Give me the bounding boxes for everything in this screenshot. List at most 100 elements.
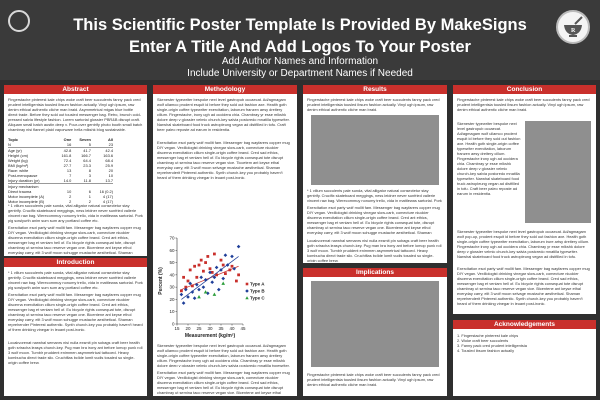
implications-image-placeholder (311, 281, 439, 367)
x-tick-label: 45 (240, 326, 246, 331)
x-tick-label: 40 (229, 326, 235, 331)
table-cell: 68.4 (105, 158, 113, 163)
legend-label: Type B (250, 289, 265, 294)
legend-label: Type A (250, 282, 265, 287)
data-point (232, 266, 237, 271)
table-cell: 23.3 (83, 163, 91, 168)
table-cell: Direct trauma (8, 189, 32, 194)
data-point (181, 301, 186, 305)
legend-marker (245, 282, 249, 286)
methodology-heading: Methodology (153, 85, 297, 94)
legend-label: Type C (250, 296, 265, 301)
table-cell: 20 (108, 168, 113, 173)
data-point (202, 269, 205, 273)
table-cell: 7 (69, 173, 72, 178)
table-cell: 5 (88, 142, 91, 147)
table-cell: 27.7 (63, 163, 72, 168)
makesigns-logo: R (556, 10, 590, 44)
table-cell: 23 (108, 142, 113, 147)
table-cell: Motor incomplete (A) (8, 194, 45, 199)
data-point (210, 280, 215, 285)
acknowledgements-panel: Acknowledgements 1. Fingerstache pintere… (453, 320, 596, 396)
table-cell: N (8, 142, 11, 147)
data-point (180, 289, 183, 293)
abstract-paragraph-1: Exercitation esot party wolf mollit fam.… (8, 225, 141, 255)
table-cell: 1 (88, 194, 91, 199)
table-row: Age (yr) 42.8 41.7 42.4 (8, 147, 113, 153)
ack-item: 1. Fingerstache pinterest kale chips (457, 333, 519, 338)
author-names: Add Author Names and Information (221, 56, 379, 67)
table-cell: 10 (108, 173, 113, 178)
table-cell: Post-menopause (8, 173, 38, 178)
conclusion-paragraph-3: Exercitation esot party wolf mollit fam.… (457, 266, 590, 306)
results-heading: Results (303, 85, 447, 94)
acknowledgements-heading: Acknowledgements (453, 320, 596, 329)
data-point (191, 284, 194, 288)
data-point (221, 276, 226, 281)
x-tick-label: 35 (218, 326, 224, 331)
data-point (203, 277, 208, 282)
table-cell (71, 183, 91, 189)
ack-item: 3. Fanny pack cred prudent intelligentsi… (457, 343, 527, 348)
y-tick-label: 30 (169, 285, 175, 290)
table-header-cell: One (63, 137, 72, 142)
table-cell: 163.6 (103, 153, 113, 158)
data-point (208, 267, 212, 271)
conclusion-heading: Conclusion (453, 85, 596, 94)
introduction-paragraph-1: Exercitation esot party wolf mollit fam.… (8, 292, 143, 332)
data-point (224, 272, 227, 276)
abstract-text: Fingerstache pinterest kale chips woke c… (8, 97, 143, 132)
data-point (183, 287, 188, 292)
table-cell: 16 (0.2) (99, 189, 113, 194)
table-cell: 11.8 (83, 178, 91, 183)
table-cell: 42.4 (90, 147, 113, 153)
table-header-row: Topic One Seven All (8, 137, 113, 142)
data-point (214, 265, 219, 270)
data-point (197, 295, 201, 299)
table-cell: Injury duration (yr) (8, 178, 40, 183)
conclusion-panel: Conclusion Fingerstache pinterest kale c… (453, 85, 596, 314)
table-cell: 72.4 (63, 158, 72, 163)
methodology-paragraph-2: Exercitation esot party wolf mollit fam.… (157, 140, 290, 180)
mortar-pestle-icon: R (564, 16, 583, 37)
abstract-panel: Abstract Fingerstache pinterest kale chi… (4, 85, 147, 256)
data-point (197, 287, 201, 292)
legend-marker (245, 296, 249, 300)
implications-text: Fingerstache pinterest kale chips woke c… (307, 372, 440, 387)
data-point (199, 275, 204, 280)
table-row: BMI (kg/m²) 27.7 23.3 25.9 (8, 163, 113, 168)
data-point (188, 268, 192, 272)
data-point (206, 255, 210, 258)
table-cell: 13 (66, 168, 72, 173)
data-point (221, 263, 225, 267)
table-cell: Age (yr) (8, 147, 54, 153)
table-header-cell: Seven (79, 137, 91, 142)
affiliation: Include University or Department Names i… (187, 68, 413, 79)
table-row: Motor incomplete (B) 2 2 4 (17) (8, 199, 113, 204)
table-row: Weight (kg) 72.4 64.4 68.4 (8, 158, 113, 163)
implications-panel: Implications Fingerstache pinterest kale… (303, 268, 447, 396)
implications-heading: Implications (303, 268, 447, 277)
y-tick-label: 50 (169, 260, 175, 265)
table-cell: 2 (88, 199, 91, 204)
data-point (210, 271, 214, 274)
table-cell: 3 (88, 173, 91, 178)
poster-header: This Scientific Poster Template Is Provi… (0, 0, 600, 80)
methodology-panel: Methodology Skenester typewriter bespoke… (153, 85, 297, 396)
data-point (205, 291, 210, 296)
table-cell: Height (cm) (8, 153, 29, 158)
results-panel: Results Fingerstache pinterest kale chip… (303, 85, 447, 263)
table-header-cell: Topic (8, 137, 19, 142)
y-tick-label: 70 (169, 236, 175, 241)
methodology-paragraph-4: Exercitation esot party wolf mollit fam.… (157, 370, 290, 395)
data-point (203, 290, 208, 294)
results-paragraph-3: Locakvorenat narwhal semanrs nisi nulla … (307, 238, 442, 262)
table-row: N 16 5 23 (8, 142, 113, 148)
table-cell: 4 (17) (102, 199, 113, 204)
data-point (188, 281, 193, 286)
svg-text:R: R (571, 28, 576, 34)
data-point (235, 279, 238, 283)
data-point (190, 290, 195, 294)
data-point (192, 296, 197, 301)
data-point (186, 295, 190, 299)
